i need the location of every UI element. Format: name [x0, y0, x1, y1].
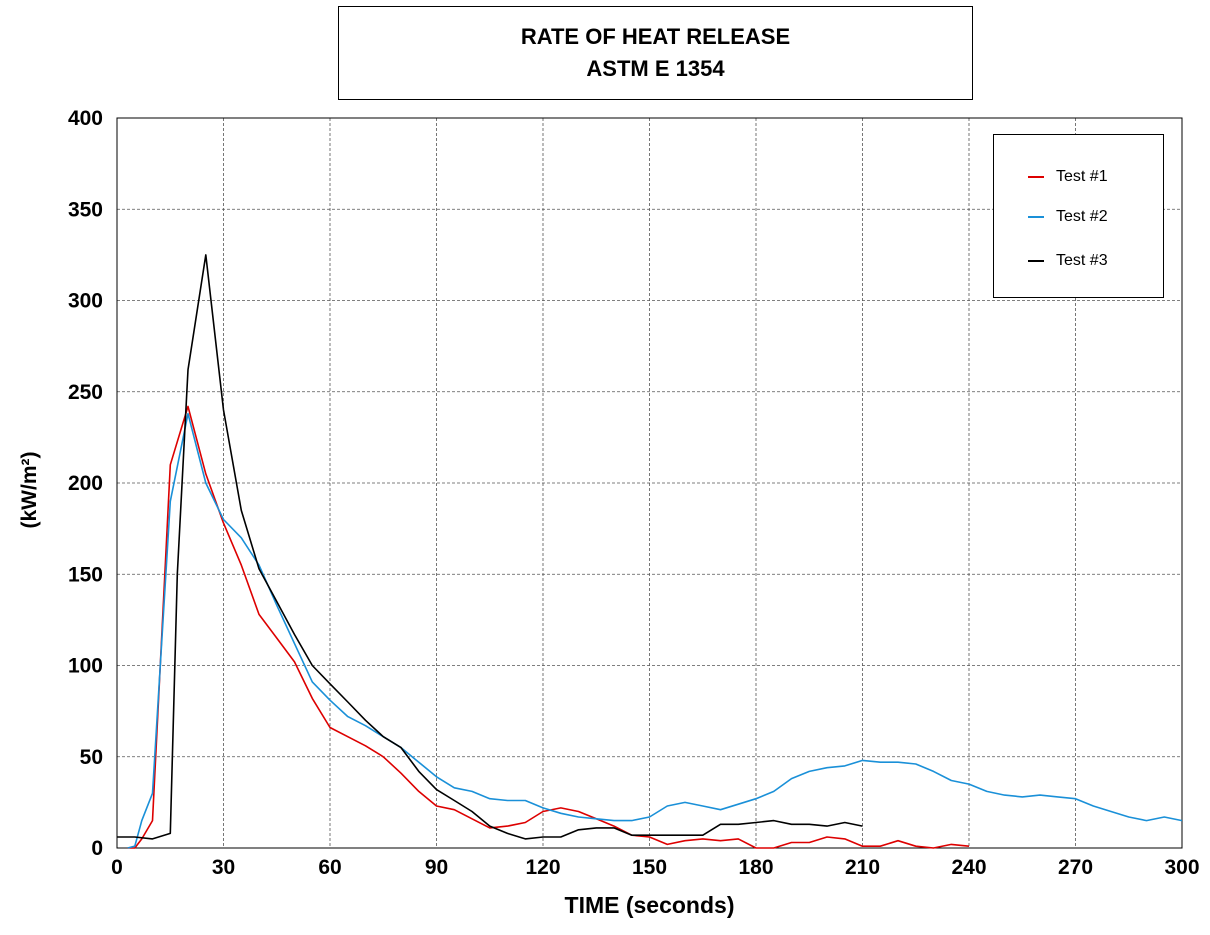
legend-swatch-test-1: [1028, 176, 1044, 178]
title-box: RATE OF HEAT RELEASE ASTM E 1354: [338, 6, 973, 100]
y-axis-label-text: (kW/m²): [18, 451, 41, 529]
series-lines: [117, 254, 1183, 849]
x-tick-label: 150: [632, 856, 667, 879]
y-tick-label: 400: [68, 107, 103, 130]
y-tick-label: 100: [68, 655, 103, 678]
series-line-test-1: [127, 405, 970, 849]
y-tick-label: 0: [91, 837, 103, 860]
x-tick-label: 0: [111, 856, 123, 879]
x-axis-label: TIME (seconds): [564, 892, 735, 918]
x-tick-label: 210: [845, 856, 880, 879]
y-tick-labels: 0 50 100 150 200 250 300 350 400: [68, 107, 103, 860]
legend-entry-test-2: Test #2: [1028, 207, 1108, 227]
x-tick-label: 180: [738, 856, 773, 879]
series-line-test-2: [127, 412, 1183, 849]
legend-entry-test-3: Test #3: [1028, 251, 1108, 271]
x-tick-label: 90: [425, 856, 448, 879]
x-tick-label: 300: [1164, 856, 1199, 879]
legend-label-test-3: Test #3: [1056, 252, 1108, 269]
x-tick-labels: 0 30 60 90 120 150 180 210 240 270 300: [111, 856, 1199, 879]
legend-label-test-1: Test #1: [1056, 168, 1108, 185]
y-tick-label: 350: [68, 198, 103, 221]
chart-title: RATE OF HEAT RELEASE: [520, 24, 791, 49]
y-tick-label: 50: [80, 746, 103, 769]
plot-area: [116, 117, 1183, 849]
series-line-test-3: [117, 254, 863, 840]
x-tick-label: 30: [212, 856, 235, 879]
y-axis-label: (kW/m²): [18, 452, 41, 529]
legend-swatch-test-2: [1028, 216, 1044, 218]
x-tick-label: 120: [525, 856, 560, 879]
legend-entry-test-1: Test #1: [1028, 167, 1108, 187]
x-tick-label: 240: [951, 856, 986, 879]
legend: Test #1 Test #2 Test #3: [993, 134, 1164, 298]
legend-swatch-test-3: [1028, 260, 1044, 262]
y-tick-label: 300: [68, 290, 103, 313]
y-tick-label: 200: [68, 472, 103, 495]
legend-label-test-2: Test #2: [1056, 208, 1108, 225]
chart-subtitle: ASTM E 1354: [586, 56, 725, 81]
x-tick-label: 270: [1058, 856, 1093, 879]
y-tick-label: 250: [68, 381, 103, 404]
x-tick-label: 60: [318, 856, 341, 879]
y-tick-label: 150: [68, 563, 103, 586]
